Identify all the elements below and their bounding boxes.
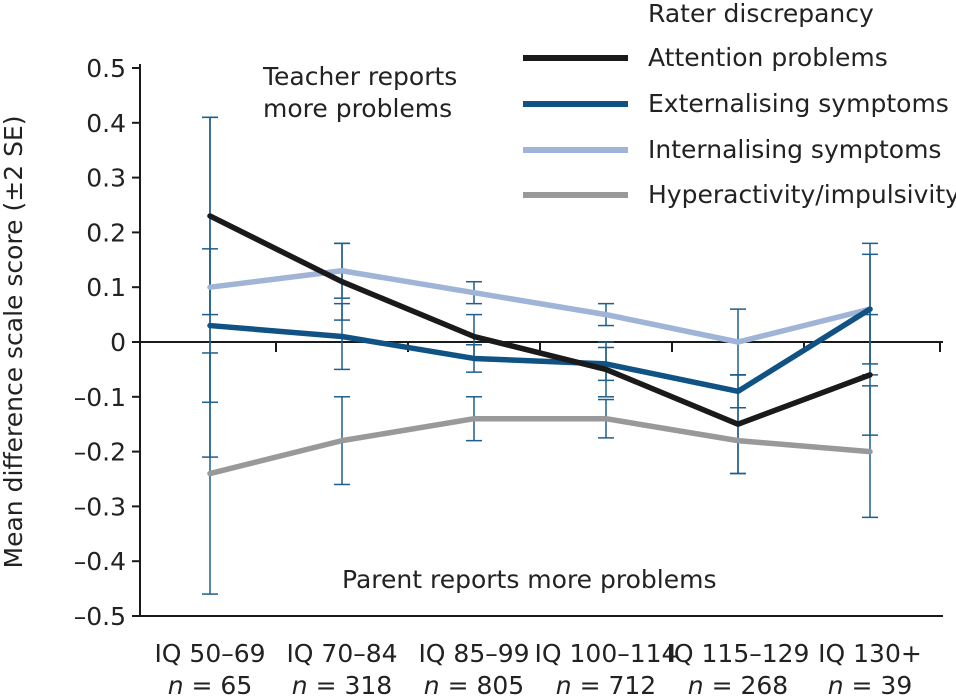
- legend-label: Externalising symptoms: [648, 89, 949, 118]
- series-line: [207, 306, 873, 395]
- y-tick-label: –0.5: [74, 602, 126, 631]
- sample-size-symbol: n: [168, 671, 184, 696]
- y-tick-label: 0.2: [86, 218, 126, 247]
- y-tick-label: 0.4: [86, 109, 126, 138]
- y-axis-label: Mean difference scale score (±2 SE): [0, 116, 28, 569]
- x-tick-label: IQ 100–114: [535, 639, 678, 668]
- sample-size-value: = 65: [184, 671, 253, 696]
- y-tick-label: 0.1: [86, 273, 126, 302]
- sample-size-symbol: n: [292, 671, 308, 696]
- x-sample-size: n = 318: [292, 671, 392, 696]
- x-axis: IQ 50–69 n = 65 IQ 70–84 n = 318 IQ 85–99 n =…: [140, 341, 943, 696]
- x-sample-size: n = 805: [424, 671, 524, 696]
- sample-size-value: = 318: [308, 671, 393, 696]
- x-tick-label: IQ 85–99: [418, 639, 529, 668]
- x-sample-size: n = 268: [688, 671, 788, 696]
- x-sample-size: n = 65: [168, 671, 253, 696]
- y-tick-label: 0.3: [86, 164, 126, 193]
- y-tick-label: 0: [110, 328, 126, 357]
- legend-label: Hyperactivity/impulsivity: [648, 180, 956, 209]
- x-tick-label: IQ 130+: [818, 639, 922, 668]
- sample-size-value: = 39: [844, 671, 913, 696]
- sample-size-value: = 805: [440, 671, 525, 696]
- x-sample-size: n = 712: [556, 671, 656, 696]
- sample-size-symbol: n: [828, 671, 844, 696]
- legend: Rater discrepancy Attention problems Exte…: [523, 0, 956, 209]
- legend-title: Rater discrepancy: [648, 0, 874, 28]
- y-axis: 0.5 0.4 0.3 0.2 0.1 0 –0.1 –0.2 –0.3 –0.4 –0.5: [74, 54, 141, 631]
- series-lines: [207, 213, 873, 477]
- series-line: [207, 213, 873, 427]
- sample-size-value: = 712: [572, 671, 657, 696]
- y-tick-label: –0.4: [74, 547, 126, 576]
- x-tick-label: IQ 70–84: [286, 639, 397, 668]
- series-line: [207, 415, 873, 477]
- y-tick-label: –0.2: [74, 438, 126, 467]
- y-tick-label: –0.3: [74, 492, 126, 521]
- x-sample-size: n = 39: [828, 671, 913, 696]
- sample-size-symbol: n: [424, 671, 440, 696]
- y-tick-label: 0.5: [86, 54, 126, 83]
- x-tick-label: IQ 115–129: [667, 639, 810, 668]
- y-tick-label: –0.1: [74, 383, 126, 412]
- sample-size-value: = 268: [704, 671, 789, 696]
- annotation-teacher-line1: Teacher reports: [262, 62, 457, 91]
- x-tick-label: IQ 50–69: [154, 639, 265, 668]
- sample-size-symbol: n: [688, 671, 704, 696]
- sample-size-symbol: n: [556, 671, 572, 696]
- legend-label: Attention problems: [648, 43, 888, 72]
- legend-label: Internalising symptoms: [648, 135, 941, 164]
- annotation-teacher-line2: more problems: [263, 94, 452, 123]
- annotation-parent: Parent reports more problems: [342, 565, 716, 594]
